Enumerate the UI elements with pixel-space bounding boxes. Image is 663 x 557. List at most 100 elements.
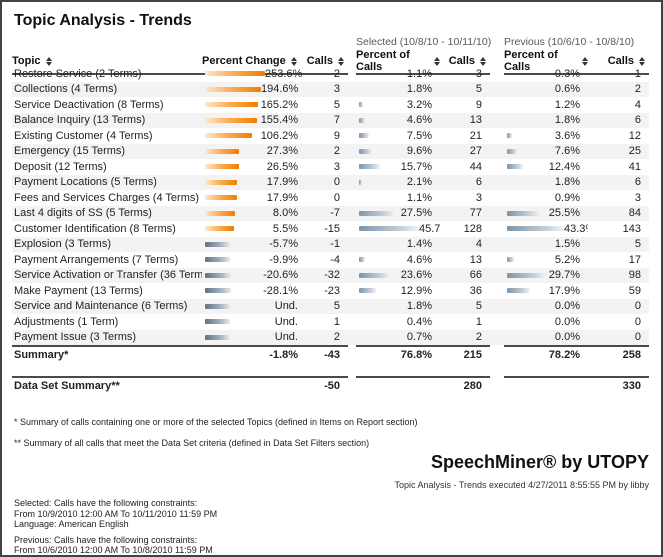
empty-cell [504, 376, 588, 393]
percent-change-value: 17.9% [266, 191, 298, 204]
percent-change-cell: 165.2% [202, 97, 306, 113]
topic-cell: Existing Customer (4 Terms) [14, 129, 153, 142]
previous-percent-of-calls-cell: 0.0% [504, 299, 588, 315]
percent-change-bar [205, 210, 235, 216]
column-header-previous-calls[interactable]: Calls [588, 49, 649, 75]
selected-percent-of-calls-cell: 1.1% [356, 66, 440, 82]
empty-cell [356, 376, 440, 393]
selected-calls-cell: 13 [469, 114, 482, 127]
group-header-row: Selected (10/8/10 - 10/11/10) Previous (… [12, 34, 649, 49]
calls-cell: 7 [333, 114, 340, 127]
section-gap [490, 268, 504, 284]
section-gap [348, 113, 356, 129]
percent-change-cell: Und. [202, 299, 306, 315]
selected-pct-bar [359, 226, 419, 232]
previous-calls-cell: 41 [628, 160, 641, 173]
selected-pct-value: 7.5% [406, 129, 432, 142]
percent-change-bar [205, 195, 237, 201]
previous-calls-cell: 6 [634, 114, 641, 127]
percent-change-value: -20.6% [263, 269, 298, 282]
calls-cell: -23 [324, 284, 340, 297]
section-gap [348, 190, 356, 206]
column-header-selected-calls[interactable]: Calls [440, 49, 490, 75]
column-header-calls[interactable]: Calls [306, 49, 348, 75]
selected-pct-value: 0.7% [406, 331, 432, 344]
previous-percent-of-calls-cell: 0.3% [504, 66, 588, 82]
previous-pct-value: 0.0% [554, 300, 580, 313]
selected-calls-cell: 3 [475, 191, 482, 204]
percent-change-bar [205, 117, 257, 123]
section-gap [348, 97, 356, 113]
selected-pct-value: 1.1% [406, 191, 432, 204]
column-header-selected-percent-of-calls[interactable]: Percent of Calls [356, 49, 440, 75]
previous-pct-value: 12.4% [548, 160, 580, 173]
section-gap [490, 221, 504, 237]
previous-pct-value: 17.9% [548, 284, 580, 297]
percent-change-cell: 155.4% [202, 113, 306, 129]
sort-icon[interactable] [434, 56, 440, 66]
percent-change-cell: -9.9% [202, 252, 306, 268]
section-gap [490, 159, 504, 175]
section-gap [490, 97, 504, 113]
selected-percent-of-calls-cell: 45.7% [356, 221, 440, 237]
previous-percent-of-calls-cell: 5.2% [504, 252, 588, 268]
summary-label: Summary* [12, 345, 202, 363]
topic-cell: Explosion (3 Terms) [14, 238, 111, 251]
selected-constraints: Selected: Calls have the following const… [14, 498, 218, 529]
sort-icon[interactable] [338, 56, 344, 66]
previous-pct-bar [507, 257, 514, 263]
previous-pct-value: 1.8% [554, 176, 580, 189]
topic-cell: Service Deactivation (8 Terms) [14, 98, 164, 111]
previous-calls-cell: 143 [622, 222, 641, 235]
selected-calls-cell: 77 [469, 207, 482, 220]
topic-cell: Customer Identification (8 Terms) [14, 222, 176, 235]
selected-calls-cell: 13 [469, 253, 482, 266]
section-gap [490, 345, 504, 363]
selected-calls-cell: 6 [475, 176, 482, 189]
sort-icon[interactable] [45, 56, 52, 66]
table-row: Explosion (3 Terms) -5.7% -1 1.4% 4 1.5%… [12, 236, 649, 252]
section-gap [490, 128, 504, 144]
selected-pct-value: 23.6% [400, 269, 432, 282]
table-row: Payment Issue (3 Terms) Und. 2 0.7% 2 0.… [12, 329, 649, 346]
percent-change-cell: 17.9% [202, 175, 306, 191]
table-row: Service Deactivation (8 Terms) 165.2% 5 … [12, 97, 649, 113]
percent-change-bar [205, 288, 231, 294]
selected-pct-bar [359, 164, 380, 170]
calls-cell: 5 [333, 98, 340, 111]
calls-cell: 3 [333, 160, 340, 173]
column-header-previous-percent-of-calls[interactable]: Percent of Calls [504, 49, 588, 75]
percent-change-bar [205, 272, 231, 278]
calls-cell: 5 [333, 300, 340, 313]
sort-icon[interactable] [480, 56, 486, 66]
summary-percent-change: -1.8% [269, 349, 298, 361]
table-row: Last 4 digits of SS (5 Terms) 8.0% -7 27… [12, 205, 649, 222]
calls-cell: 9 [333, 129, 340, 142]
selected-pct-value: 0.4% [406, 315, 432, 328]
percent-change-value: -5.7% [269, 238, 298, 251]
column-header-topic[interactable]: Topic [12, 49, 202, 75]
sort-icon[interactable] [639, 56, 645, 66]
selected-calls-cell: 128 [463, 222, 482, 235]
section-gap [490, 113, 504, 129]
calls-cell: -32 [324, 269, 340, 282]
previous-pct-value: 1.5% [554, 238, 580, 251]
sort-icon[interactable] [582, 56, 588, 66]
summary-previous-calls: 258 [588, 345, 649, 363]
calls-cell: 3 [333, 83, 340, 96]
percent-change-bar [205, 86, 261, 92]
selected-pct-value: 12.9% [400, 284, 432, 297]
selected-percent-of-calls-cell: 27.5% [356, 206, 440, 222]
selected-pct-value: 45.7% [419, 222, 440, 235]
selected-pct-value: 1.8% [406, 300, 432, 313]
selected-calls-cell: 36 [469, 284, 482, 297]
calls-cell: 0 [333, 176, 340, 189]
section-gap [490, 330, 504, 346]
percent-change-cell: 8.0% [202, 206, 306, 222]
selected-pct-bar [359, 210, 395, 216]
selected-pct-bar [359, 257, 365, 263]
calls-cell: 2 [333, 331, 340, 344]
previous-pct-value: 0.0% [554, 331, 580, 344]
sort-icon[interactable] [290, 56, 297, 66]
